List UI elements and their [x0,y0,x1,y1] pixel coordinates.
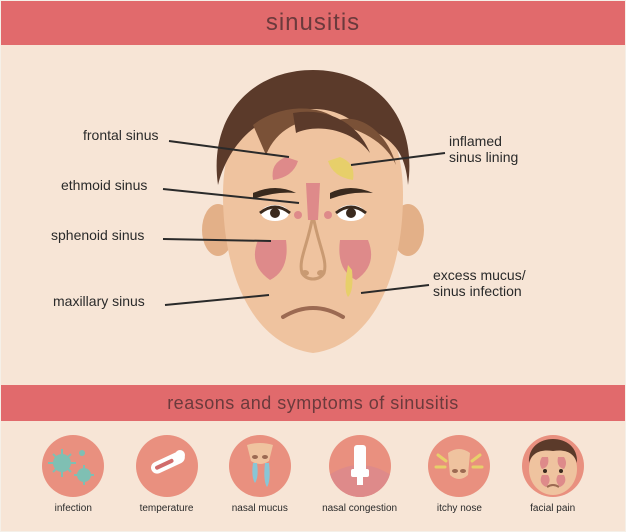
infection-icon [42,435,104,497]
label-maxillary-sinus: maxillary sinus [53,293,145,309]
symptom-nasal-congestion-label: nasal congestion [322,503,397,514]
label-frontal-sinus: frontal sinus [83,127,158,143]
symptom-nasal-mucus: nasal mucus [229,435,291,514]
label-sphenoid-sinus: sphenoid sinus [51,227,144,243]
symptom-facial-pain-label: facial pain [530,503,575,514]
face-svg [198,65,428,365]
title-text: sinusitis [266,9,360,37]
label-inflamed-lining: inflamed sinus lining [449,133,518,165]
symptom-nasal-mucus-label: nasal mucus [232,503,288,514]
main-diagram: frontal sinus ethmoid sinus sphenoid sin… [1,45,625,385]
label-excess-mucus: excess mucus/ sinus infection [433,267,526,299]
nasal-congestion-icon [329,435,391,497]
nasal-mucus-icon [229,435,291,497]
infographic-container: sinusitis [0,0,626,532]
face-illustration [198,65,428,365]
symptom-temperature-label: temperature [140,503,194,514]
symptom-facial-pain: facial pain [522,435,584,514]
temperature-icon [136,435,198,497]
symptoms-row: infection temperature [1,421,625,531]
itchy-nose-icon [428,435,490,497]
symptom-temperature: temperature [136,435,198,514]
title-bar: sinusitis [1,1,625,45]
symptom-nasal-congestion: nasal congestion [322,435,397,514]
facial-pain-icon [522,435,584,497]
symptom-itchy-nose-label: itchy nose [437,503,482,514]
symptom-infection-label: infection [55,503,92,514]
subtitle-bar: reasons and symptoms of sinusitis [1,385,625,421]
label-ethmoid-sinus: ethmoid sinus [61,177,147,193]
subtitle-text: reasons and symptoms of sinusitis [167,393,459,414]
symptom-itchy-nose: itchy nose [428,435,490,514]
symptom-infection: infection [42,435,104,514]
